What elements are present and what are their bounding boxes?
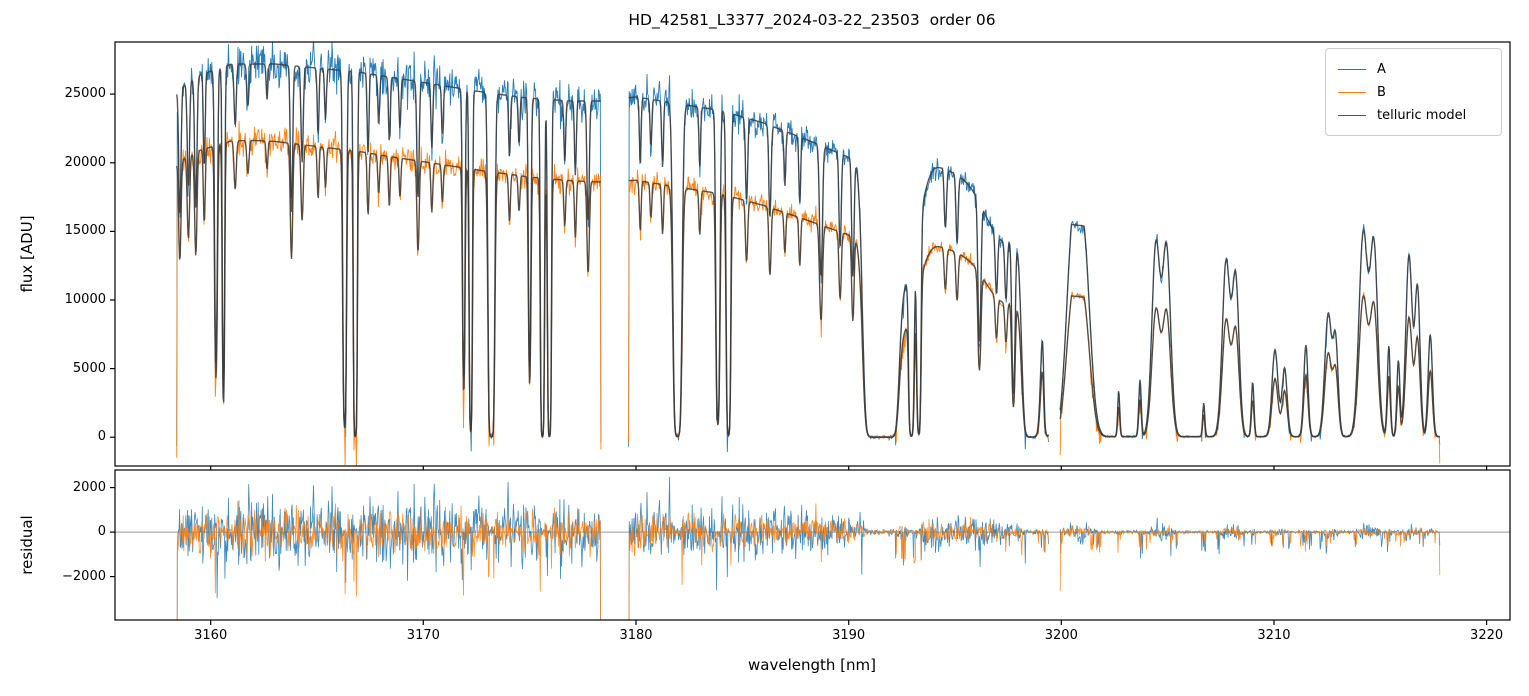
flux-ytick-label: 0 (97, 429, 106, 445)
flux-ytick-label: 25000 (64, 86, 106, 102)
legend-item-b: B (1338, 81, 1491, 103)
wavelength-xtick-label: 3170 (406, 628, 440, 643)
residual-A-path (176, 481, 601, 620)
legend-label-a: A (1377, 61, 1386, 77)
residual-A-path (1059, 517, 1441, 559)
telluric-model-A-path (1059, 223, 1440, 438)
residual-ytick-label: −2000 (62, 568, 106, 584)
legend: A B telluric model (1325, 48, 1502, 136)
wavelength-axis-label: wavelength [nm] (748, 656, 876, 674)
flux-ytick-label: 10000 (64, 291, 106, 307)
top-panel-data (176, 42, 1441, 466)
wavelength-xtick-label: 3220 (1470, 628, 1504, 643)
legend-label-telluric-model: telluric model (1377, 107, 1467, 123)
wavelength-xtick-label: 3180 (619, 628, 653, 643)
flux-ytick-label: 15000 (64, 223, 106, 239)
wavelength-xtick-label: 3160 (194, 628, 228, 643)
telluric-model-A-path (628, 96, 1050, 438)
wavelength-xtick-label: 3190 (832, 628, 866, 643)
telluric-model-B-path (628, 179, 1050, 438)
wavelength-xtick-label: 3200 (1044, 628, 1078, 643)
wavelength-xtick-label: 3210 (1257, 628, 1291, 643)
bottom-panel-frame (114, 469, 1511, 621)
series-B-path (1059, 291, 1441, 464)
series-A-path (176, 42, 602, 452)
legend-swatch-b (1338, 91, 1366, 93)
legend-item-a: A (1338, 58, 1491, 80)
residual-panel-data (176, 476, 1441, 620)
legend-swatch-a (1338, 68, 1366, 70)
telluric-model-B-path (176, 139, 601, 438)
legend-label-b: B (1377, 84, 1386, 100)
telluric-model-B-path (1059, 294, 1440, 438)
flux-ytick-label: 5000 (72, 360, 106, 376)
chart-title: HD_42581_L3377_2024-03-22_23503 order 06 (628, 11, 996, 29)
residual-B-path (176, 500, 601, 620)
series-B-path (176, 121, 602, 466)
residual-B-path (628, 503, 1049, 620)
residual-B-path (1059, 525, 1441, 591)
residual-ytick-label: 0 (97, 524, 106, 540)
residual-ytick-label: 2000 (72, 479, 106, 495)
legend-item-telluric-model: telluric model (1338, 104, 1491, 126)
telluric-model-A-path (176, 63, 601, 438)
top-panel-frame (114, 41, 1511, 467)
flux-ytick-label: 20000 (64, 154, 106, 170)
legend-swatch-telluric-model (1338, 114, 1366, 116)
